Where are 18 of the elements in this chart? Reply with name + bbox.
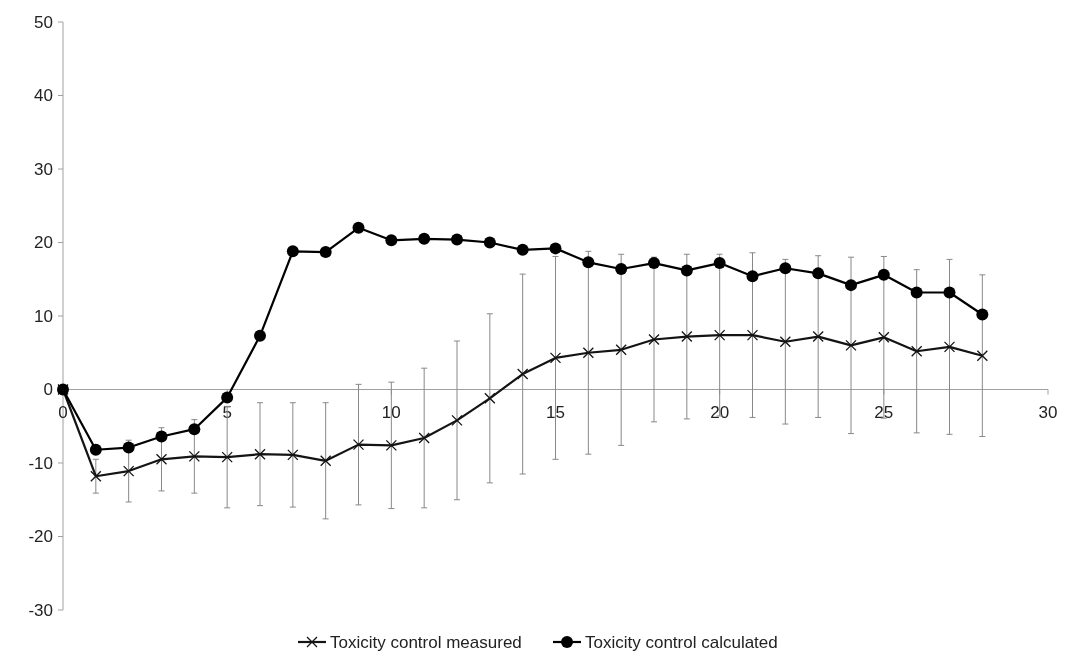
legend-label: Toxicity control calculated [585, 632, 778, 652]
y-tick-label: 30 [34, 159, 53, 179]
x-tick-label: 10 [381, 402, 401, 422]
y-tick-label: 10 [34, 306, 53, 326]
x-tick-label: 5 [222, 402, 232, 422]
y-tick-label: 0 [43, 380, 53, 400]
x-tick-label: 0 [58, 402, 68, 422]
y-tick-label: -10 [28, 453, 53, 473]
x-tick-label: 30 [1038, 402, 1058, 422]
y-tick-label: 40 [34, 86, 53, 106]
y-tick-label: -20 [28, 527, 53, 547]
x-tick-label: 25 [874, 402, 894, 422]
x-tick-label: 20 [710, 402, 730, 422]
x-tick-label: 15 [546, 402, 565, 422]
legend-label: Toxicity control measured [330, 632, 522, 652]
y-tick-label: 20 [34, 233, 53, 253]
y-tick-label: -30 [28, 600, 53, 620]
y-tick-label: 50 [34, 12, 53, 32]
